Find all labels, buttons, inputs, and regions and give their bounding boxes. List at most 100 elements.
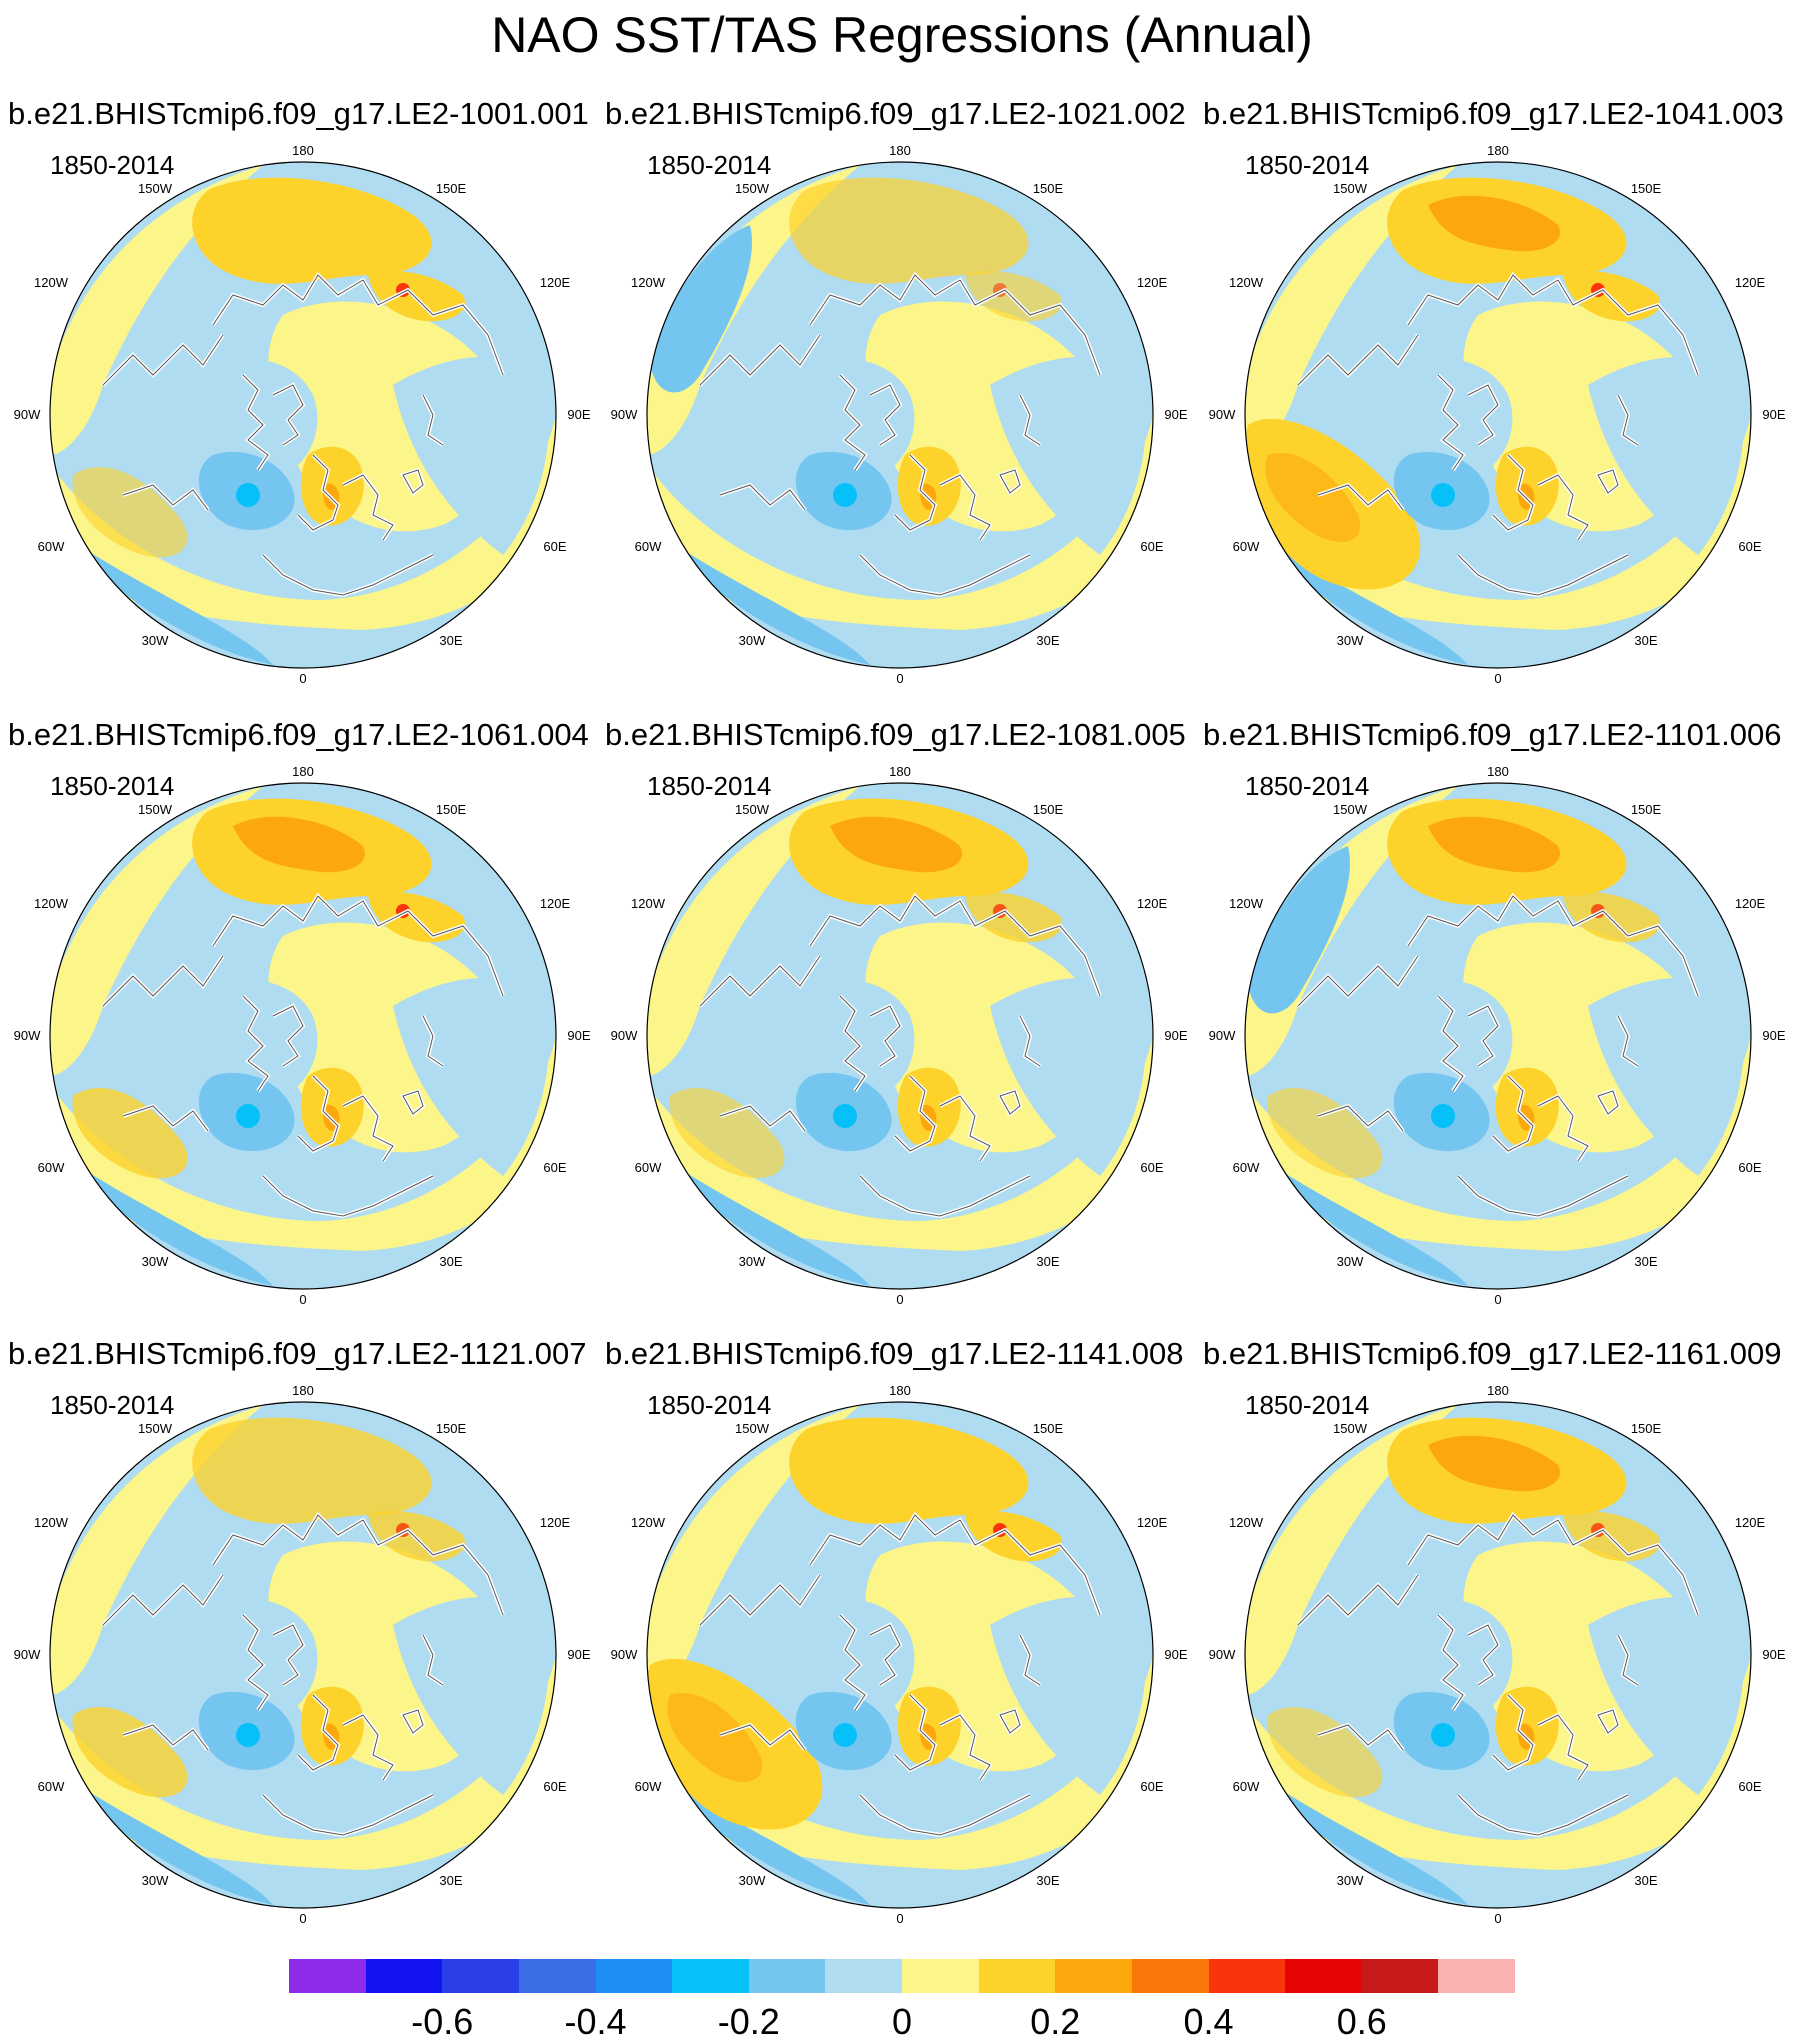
- longitude-label: 60E: [543, 1779, 567, 1794]
- coastline: [1297, 1574, 1419, 1626]
- longitude-label: 150E: [1032, 181, 1064, 196]
- coastline: [212, 895, 504, 997]
- longitude-label: 120W: [1229, 896, 1263, 911]
- warm-anomaly-band: [1248, 1655, 1751, 1870]
- coastline: [297, 454, 339, 531]
- coastline: [719, 1724, 806, 1751]
- longitude-label: 150W: [1333, 1421, 1367, 1436]
- warm-anomaly-band: [53, 415, 556, 630]
- warm-anomaly-region: [72, 467, 188, 558]
- cool-anomaly-region: [63, 1156, 273, 1286]
- longitude-label: 120E: [1734, 275, 1766, 290]
- map-border: [646, 1401, 1154, 1909]
- panel-title: b.e21.BHISTcmip6.f09_g17.LE2-1001.001: [8, 96, 589, 131]
- cool-anomaly-region: [63, 535, 273, 665]
- longitude-label: 90W: [1208, 407, 1236, 422]
- longitude-label: 120W: [631, 1515, 665, 1530]
- colorbar-swatch: [518, 1959, 596, 1993]
- longitude-label: 60E: [1140, 1779, 1164, 1794]
- polar-map: [646, 782, 1154, 1290]
- period-label: 1850-2014: [1245, 1390, 1370, 1420]
- longitude-label: 60E: [543, 539, 567, 554]
- cool-anomaly-region: [1258, 1156, 1468, 1286]
- coastline: [894, 1075, 936, 1152]
- warm-anomaly-region: [1267, 1707, 1383, 1798]
- coastline: [859, 1175, 1031, 1217]
- coastline: [699, 1574, 821, 1626]
- longitude-label: 150E: [1032, 802, 1064, 817]
- coastline: [839, 374, 866, 471]
- coastline: [1617, 394, 1639, 446]
- colorbar-swatch: [1055, 1959, 1132, 1993]
- coastline: [1317, 1724, 1404, 1751]
- longitude-label: 120E: [1136, 275, 1168, 290]
- period-label: 1850-2014: [1245, 771, 1370, 801]
- cool-anomaly-region: [1588, 356, 1744, 555]
- coastline: [102, 955, 224, 1007]
- warm-anomaly-band: [53, 1036, 556, 1251]
- cool-anomaly-core: [1431, 1104, 1455, 1128]
- coastline: [1437, 995, 1464, 1092]
- longitude-label: 90W: [13, 1647, 41, 1662]
- longitude-label: 0: [1494, 1292, 1502, 1307]
- coastline: [809, 1514, 1101, 1616]
- coastline: [1467, 384, 1499, 446]
- colorbar: [289, 1959, 1515, 1993]
- colorbar-tick-label: 0: [891, 2001, 913, 2042]
- coastline: [342, 1095, 394, 1162]
- longitude-label: 150E: [435, 802, 467, 817]
- cool-anomaly-region: [990, 1596, 1146, 1795]
- longitude-label: 150E: [435, 181, 467, 196]
- coastline: [869, 384, 901, 446]
- map-border: [1244, 1401, 1752, 1909]
- cool-anomaly-region: [660, 535, 870, 665]
- figure-title: NAO SST/TAS Regressions (Annual): [491, 7, 1313, 63]
- coastline: [839, 1614, 866, 1711]
- longitude-label: 150E: [1032, 1421, 1064, 1436]
- longitude-label: 60W: [37, 1779, 65, 1794]
- coastline: [1407, 274, 1699, 376]
- longitude-label: 180: [292, 1383, 314, 1398]
- longitude-label: 90W: [1208, 1028, 1236, 1043]
- cool-anomaly-core: [236, 483, 260, 507]
- warm-anomaly-region: [789, 177, 1029, 284]
- longitude-label: 150W: [1333, 802, 1367, 817]
- longitude-label: 60W: [634, 539, 662, 554]
- coastline: [869, 1005, 901, 1067]
- coastline: [342, 474, 394, 541]
- coastline: [272, 1624, 304, 1686]
- cool-anomaly-core: [1431, 1723, 1455, 1747]
- coastline: [1457, 1794, 1629, 1836]
- longitude-label: 60W: [1232, 539, 1260, 554]
- coastline: [1537, 1714, 1589, 1781]
- cool-anomaly-region: [650, 225, 752, 393]
- longitude-label: 120E: [1734, 1515, 1766, 1530]
- longitude-label: 0: [896, 1292, 904, 1307]
- longitude-label: 0: [299, 1911, 307, 1926]
- colorbar-tick-label: 0.4: [1183, 2001, 1234, 2042]
- longitude-label: 150W: [735, 181, 769, 196]
- coastline: [1437, 1614, 1464, 1711]
- coastline: [869, 1624, 901, 1686]
- warm-anomaly-region: [192, 1417, 432, 1524]
- cool-anomaly-core: [236, 1723, 260, 1747]
- coastline: [122, 1105, 209, 1132]
- coastline: [1019, 1634, 1041, 1686]
- longitude-label: 120W: [631, 275, 665, 290]
- colorbar-swatch: [1361, 1959, 1439, 1993]
- longitude-label: 150W: [735, 1421, 769, 1436]
- longitude-label: 60E: [1738, 539, 1762, 554]
- warm-anomaly-region: [1267, 1088, 1383, 1179]
- colorbar-swatch: [365, 1959, 443, 1993]
- polar-map: [1244, 1401, 1752, 1909]
- coastline: [1297, 334, 1419, 386]
- longitude-label: 30E: [1634, 1873, 1658, 1888]
- longitude-label: 60E: [1738, 1779, 1762, 1794]
- cool-anomaly-core: [833, 1104, 857, 1128]
- cool-anomaly-core: [833, 1723, 857, 1747]
- warm-anomaly-region: [669, 1088, 785, 1179]
- cool-anomaly-region: [393, 356, 549, 555]
- polar-map: [646, 161, 1154, 669]
- warm-anomaly-region: [72, 1707, 188, 1798]
- longitude-label: 0: [1494, 671, 1502, 686]
